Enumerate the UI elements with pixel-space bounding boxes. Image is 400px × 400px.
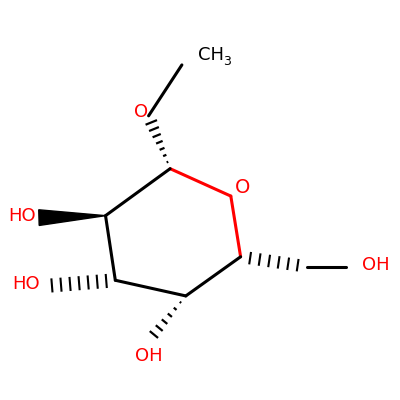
Text: OH: OH <box>362 256 390 274</box>
Text: OH: OH <box>135 347 162 365</box>
Text: O: O <box>134 103 149 121</box>
Text: HO: HO <box>8 207 36 225</box>
Text: 3: 3 <box>223 55 231 68</box>
Text: CH: CH <box>198 46 224 64</box>
Polygon shape <box>39 210 106 226</box>
Text: HO: HO <box>12 275 40 293</box>
Text: O: O <box>235 178 250 197</box>
